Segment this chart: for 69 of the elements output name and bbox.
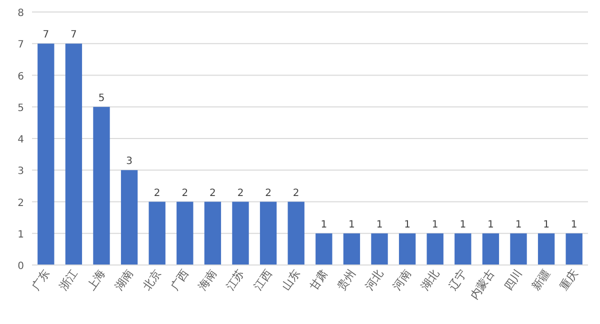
- data-label: 2: [237, 188, 244, 199]
- y-tick-label: 5: [18, 102, 24, 114]
- x-tick-label: 江西: [251, 267, 275, 293]
- data-label: 1: [515, 219, 522, 230]
- data-label: 7: [70, 30, 77, 41]
- x-tick-label: 河南: [390, 267, 414, 293]
- bar: [65, 44, 82, 265]
- bar: [426, 233, 444, 265]
- bar: [38, 44, 54, 265]
- bar: [398, 233, 416, 265]
- bar: [454, 233, 472, 265]
- data-label: 2: [292, 188, 300, 199]
- x-tick-label: 新疆: [529, 267, 553, 293]
- data-label: 2: [210, 188, 216, 199]
- y-tick-label: 7: [18, 40, 24, 51]
- bar: [204, 202, 222, 265]
- data-label: 2: [265, 188, 272, 199]
- bar: [260, 202, 277, 265]
- data-label: 1: [488, 219, 494, 230]
- data-label: 3: [126, 156, 132, 168]
- data-label: 2: [154, 188, 160, 199]
- x-tick-label: 贵州: [334, 267, 358, 293]
- bar: [566, 233, 582, 265]
- x-tick-label: 海南: [196, 267, 220, 293]
- x-tick-label: 内蒙古: [468, 267, 498, 302]
- x-tick-label: 湖南: [112, 267, 136, 293]
- bar: [343, 233, 360, 265]
- y-tick-label: 4: [18, 134, 24, 146]
- bar: [316, 233, 332, 265]
- y-tick-label: 6: [18, 71, 24, 82]
- x-tick-label: 四川: [502, 267, 525, 293]
- bar: [120, 170, 138, 265]
- x-tick-label: 江苏: [224, 267, 247, 293]
- data-label: 1: [460, 219, 466, 230]
- bar: [371, 233, 388, 265]
- bar: [482, 233, 500, 265]
- x-tick-label: 辽宁: [446, 267, 470, 293]
- bar: [538, 233, 555, 265]
- x-tick-label: 湖北: [418, 267, 442, 293]
- x-tick-label: 甘肃: [307, 267, 330, 293]
- data-label: 2: [182, 188, 188, 199]
- data-label: 1: [376, 219, 383, 230]
- data-label: 1: [348, 219, 355, 230]
- data-label: 1: [404, 219, 410, 230]
- data-label: 1: [543, 219, 550, 230]
- x-tick-label: 山东: [279, 267, 303, 293]
- x-tick-label: 河北: [362, 267, 386, 293]
- bar: [148, 202, 166, 265]
- data-label: 1: [570, 219, 578, 230]
- bar: [510, 233, 527, 265]
- bar: [288, 202, 304, 265]
- y-tick-label: 2: [18, 198, 24, 209]
- data-label: 5: [98, 92, 105, 104]
- y-tick-label: 8: [18, 8, 24, 19]
- x-tick-label: 重庆: [557, 267, 581, 293]
- y-tick-label: 3: [18, 166, 24, 178]
- y-tick-label: 0: [18, 261, 24, 272]
- bar: [232, 202, 249, 265]
- bar: [93, 106, 110, 265]
- x-tick-label: 广东: [29, 267, 52, 293]
- x-tick-label: 广西: [168, 267, 192, 293]
- y-tick-label: 1: [18, 229, 24, 240]
- data-label: 7: [42, 30, 50, 41]
- x-tick-label: 浙江: [56, 267, 80, 293]
- data-label: 1: [320, 219, 328, 230]
- x-tick-label: 北京: [140, 267, 164, 293]
- data-label: 1: [432, 219, 438, 230]
- bar: [176, 202, 194, 265]
- x-tick-label: 上海: [84, 267, 108, 293]
